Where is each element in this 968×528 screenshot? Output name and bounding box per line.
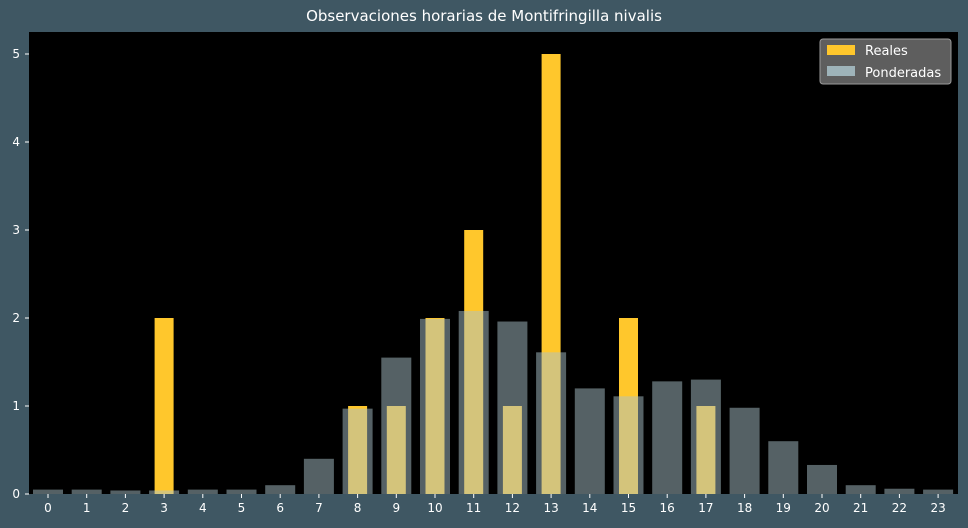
bar-ponderadas-12 — [497, 321, 528, 494]
chart-title: Observaciones horarias de Montifringilla… — [306, 7, 662, 25]
x-tick-label-4: 4 — [199, 501, 207, 515]
bar-ponderadas-17 — [690, 379, 721, 494]
bar-ponderadas-15 — [613, 396, 644, 494]
bar-reales-3 — [154, 318, 174, 494]
bar-ponderadas-20 — [807, 464, 837, 494]
legend-swatch-reales — [827, 45, 855, 55]
bar-ponderadas-22 — [884, 488, 915, 494]
bar-ponderadas-11 — [458, 310, 489, 494]
x-tick-label-11: 11 — [466, 501, 481, 515]
x-tick-label-21: 21 — [853, 501, 868, 515]
y-tick-label-1: 1 — [12, 399, 20, 413]
x-tick-label-9: 9 — [392, 501, 400, 515]
bar-ponderadas-14 — [574, 388, 605, 494]
x-tick-label-7: 7 — [315, 501, 323, 515]
bar-ponderadas-19 — [768, 441, 799, 494]
x-tick-label-17: 17 — [698, 501, 713, 515]
x-tick-label-19: 19 — [776, 501, 791, 515]
x-tick-label-5: 5 — [238, 501, 246, 515]
x-tick-label-8: 8 — [354, 501, 362, 515]
bar-ponderadas-5 — [226, 489, 257, 494]
x-tick-label-18: 18 — [737, 501, 752, 515]
x-tick-label-6: 6 — [276, 501, 284, 515]
x-axis: 0 1 2 3 4 5 6 7 8 9 10 11 12 13 14 15 16 17 18 19 20 21 22 23 — [44, 494, 946, 515]
x-tick-label-12: 12 — [505, 501, 520, 515]
bar-ponderadas-16 — [652, 381, 683, 494]
x-tick-label-20: 20 — [814, 501, 829, 515]
legend-label-ponderadas: Ponderadas — [865, 66, 941, 81]
x-tick-label-3: 3 — [160, 501, 168, 515]
x-tick-label-22: 22 — [892, 501, 907, 515]
y-tick-label-3: 3 — [12, 223, 20, 237]
x-tick-label-0: 0 — [44, 501, 52, 515]
bar-ponderadas-9 — [381, 357, 412, 494]
bar-ponderadas-21 — [845, 485, 876, 494]
plot-area — [29, 32, 958, 494]
bar-ponderadas-3 — [149, 490, 180, 494]
bar-ponderadas-8 — [342, 408, 373, 494]
bar-ponderadas-13 — [536, 352, 567, 494]
legend: Reales Ponderadas — [819, 38, 952, 85]
bar-ponderadas-2 — [110, 490, 141, 494]
bar-ponderadas-10 — [420, 318, 450, 494]
legend-swatch-ponderadas — [827, 66, 855, 76]
bar-ponderadas-4 — [187, 489, 218, 494]
bar-ponderadas-1 — [71, 489, 102, 494]
bar-ponderadas-6 — [265, 485, 296, 494]
x-tick-label-16: 16 — [660, 501, 675, 515]
legend-label-reales: Reales — [865, 44, 908, 59]
y-tick-label-0: 0 — [12, 487, 20, 501]
weighted-bars — [33, 310, 954, 494]
x-tick-label-1: 1 — [83, 501, 91, 515]
y-tick-label-2: 2 — [12, 311, 20, 325]
bar-ponderadas-18 — [729, 407, 760, 494]
x-tick-label-13: 13 — [543, 501, 558, 515]
bar-ponderadas-0 — [33, 489, 63, 494]
y-axis: 0 1 2 3 4 5 — [12, 47, 29, 501]
x-tick-label-23: 23 — [930, 501, 945, 515]
y-tick-label-5: 5 — [12, 47, 20, 61]
x-tick-label-10: 10 — [427, 501, 442, 515]
x-tick-label-2: 2 — [122, 501, 130, 515]
x-tick-label-15: 15 — [621, 501, 636, 515]
y-tick-label-4: 4 — [12, 135, 20, 149]
x-tick-label-14: 14 — [582, 501, 597, 515]
bar-ponderadas-7 — [303, 458, 334, 494]
bar-ponderadas-23 — [923, 489, 954, 494]
